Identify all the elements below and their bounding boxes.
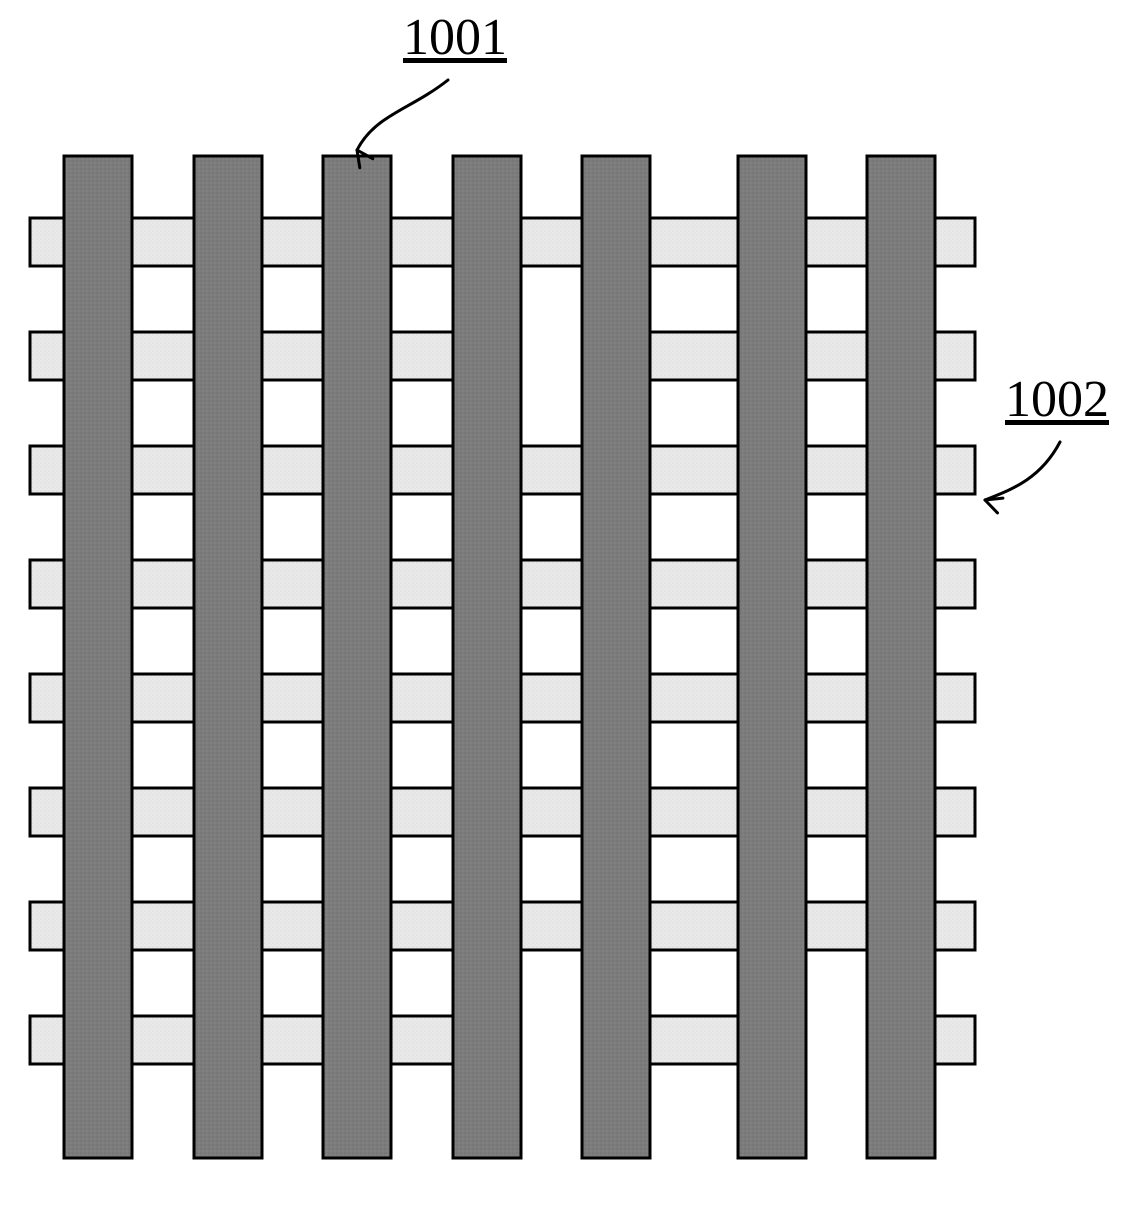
v-bar — [867, 156, 935, 1158]
diagram-stage: 1001 1002 — [0, 0, 1135, 1226]
v-bar — [582, 156, 650, 1158]
v-bar — [738, 156, 806, 1158]
leader-line — [357, 80, 448, 150]
label-1002: 1002 — [1005, 370, 1109, 429]
v-bar — [194, 156, 262, 1158]
vertical-bars-layer — [64, 156, 935, 1158]
v-bar — [323, 156, 391, 1158]
leader-line — [985, 442, 1060, 500]
diagram-svg — [0, 0, 1135, 1226]
v-bar — [64, 156, 132, 1158]
v-bar — [453, 156, 521, 1158]
label-1001: 1001 — [403, 8, 507, 67]
